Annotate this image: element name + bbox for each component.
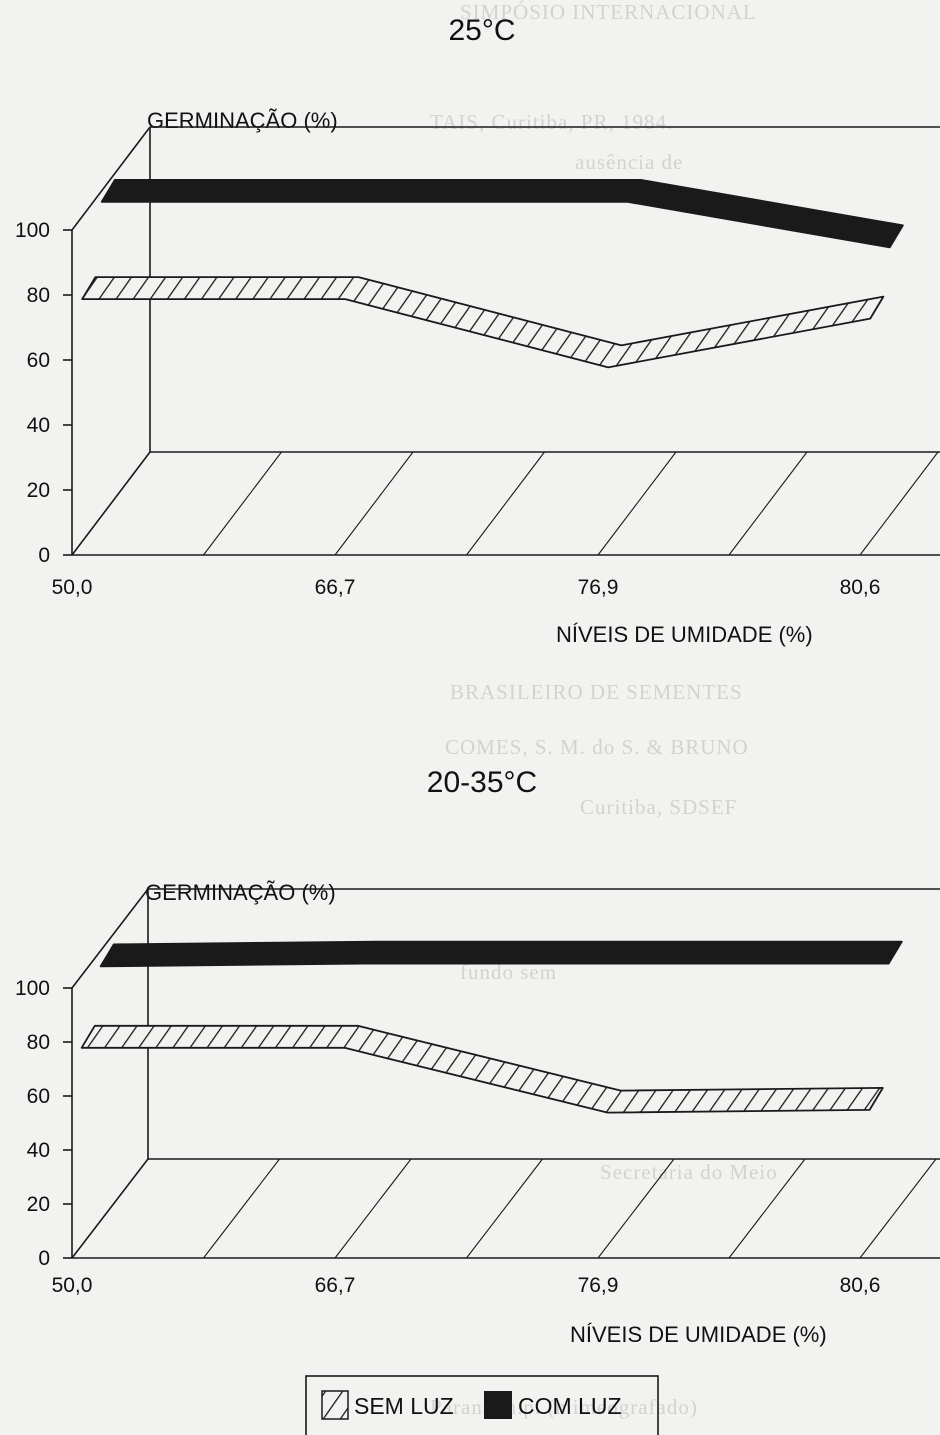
- series-layer: [80, 940, 903, 1114]
- x-tick-label: 50,0: [52, 576, 93, 599]
- x-axis: 50,0 66,7 76,9 80,6: [52, 1274, 881, 1297]
- x-tick-label: 80,6: [840, 1274, 881, 1297]
- chart-25c: 25°C GERMINAÇÃO (%) 0 20 40 60 80 100 50,0 66,…: [15, 14, 940, 647]
- x-tick-label: 50,0: [52, 1274, 93, 1297]
- floor-gridline: [334, 451, 414, 556]
- y-tick-label: 0: [38, 544, 50, 567]
- y-axis-title: GERMINAÇÃO (%): [147, 108, 338, 133]
- x-axis-title: NÍVEIS DE UMIDADE (%): [556, 622, 813, 647]
- legend-label-com-luz: COM LUZ: [518, 1393, 622, 1419]
- floor-gridline: [334, 1158, 412, 1259]
- y-axis: 0 20 40 60 80 100: [15, 219, 72, 567]
- floor-gridline: [466, 451, 545, 556]
- x-tick-label: 76,9: [578, 1274, 619, 1297]
- x-tick-label: 76,9: [578, 576, 619, 599]
- x-axis-title: NÍVEIS DE UMIDADE (%): [570, 1322, 827, 1347]
- legend: SEM LUZ COM LUZ: [305, 1375, 659, 1435]
- y-tick-label: 60: [27, 1085, 50, 1108]
- series-com-luz: [99, 940, 903, 968]
- chart-title: 25°C: [448, 14, 515, 47]
- legend-swatch-sem-luz: [321, 1390, 349, 1420]
- y-tick-label: 60: [27, 349, 50, 372]
- floor-gridline: [597, 451, 677, 556]
- y-tick-label: 100: [15, 977, 50, 1000]
- series-sem-luz: [81, 276, 885, 369]
- floor-gridline: [466, 1158, 543, 1259]
- y-axis: 0 20 40 60 80 100: [15, 977, 72, 1270]
- floor-gridline: [859, 451, 939, 556]
- x-tick-label: 66,7: [315, 1274, 356, 1297]
- depth-edge-top: [71, 888, 149, 989]
- chart-frame: [71, 888, 940, 1259]
- depth-edge-bottom: [71, 451, 151, 556]
- y-tick-label: 80: [27, 1031, 50, 1054]
- y-tick-label: 20: [27, 479, 50, 502]
- legend-label-sem-luz: SEM LUZ: [354, 1393, 454, 1419]
- floor-gridline: [597, 1158, 675, 1259]
- chart-20-35c: 20-35°C GERMINAÇÃO (%) 0 20 40 60 80 100 50,0…: [15, 766, 940, 1347]
- y-tick-label: 100: [15, 219, 50, 242]
- y-axis-title: GERMINAÇÃO (%): [145, 880, 336, 905]
- legend-swatch-com-luz: [484, 1391, 512, 1419]
- y-tick-label: 40: [27, 1139, 50, 1162]
- series-com-luz: [100, 178, 904, 249]
- depth-edge-bottom: [71, 1158, 149, 1259]
- floor-gridline: [859, 1158, 937, 1259]
- floor-gridline: [728, 1158, 806, 1259]
- floor-gridline: [203, 451, 282, 556]
- floor-gridline: [203, 1158, 280, 1259]
- x-tick-label: 80,6: [840, 576, 881, 599]
- legend-box: [305, 1375, 659, 1435]
- y-tick-label: 20: [27, 1193, 50, 1216]
- series-layer: [81, 178, 904, 369]
- y-tick-label: 80: [27, 284, 50, 307]
- series-sem-luz: [80, 1024, 884, 1114]
- x-axis: 50,0 66,7 76,9 80,6: [52, 576, 881, 599]
- x-tick-label: 66,7: [315, 576, 356, 599]
- y-tick-label: 40: [27, 414, 50, 437]
- depth-edge-top: [71, 126, 151, 231]
- floor-gridline: [728, 451, 808, 556]
- y-tick-label: 0: [38, 1247, 50, 1270]
- chart-title: 20-35°C: [427, 766, 537, 799]
